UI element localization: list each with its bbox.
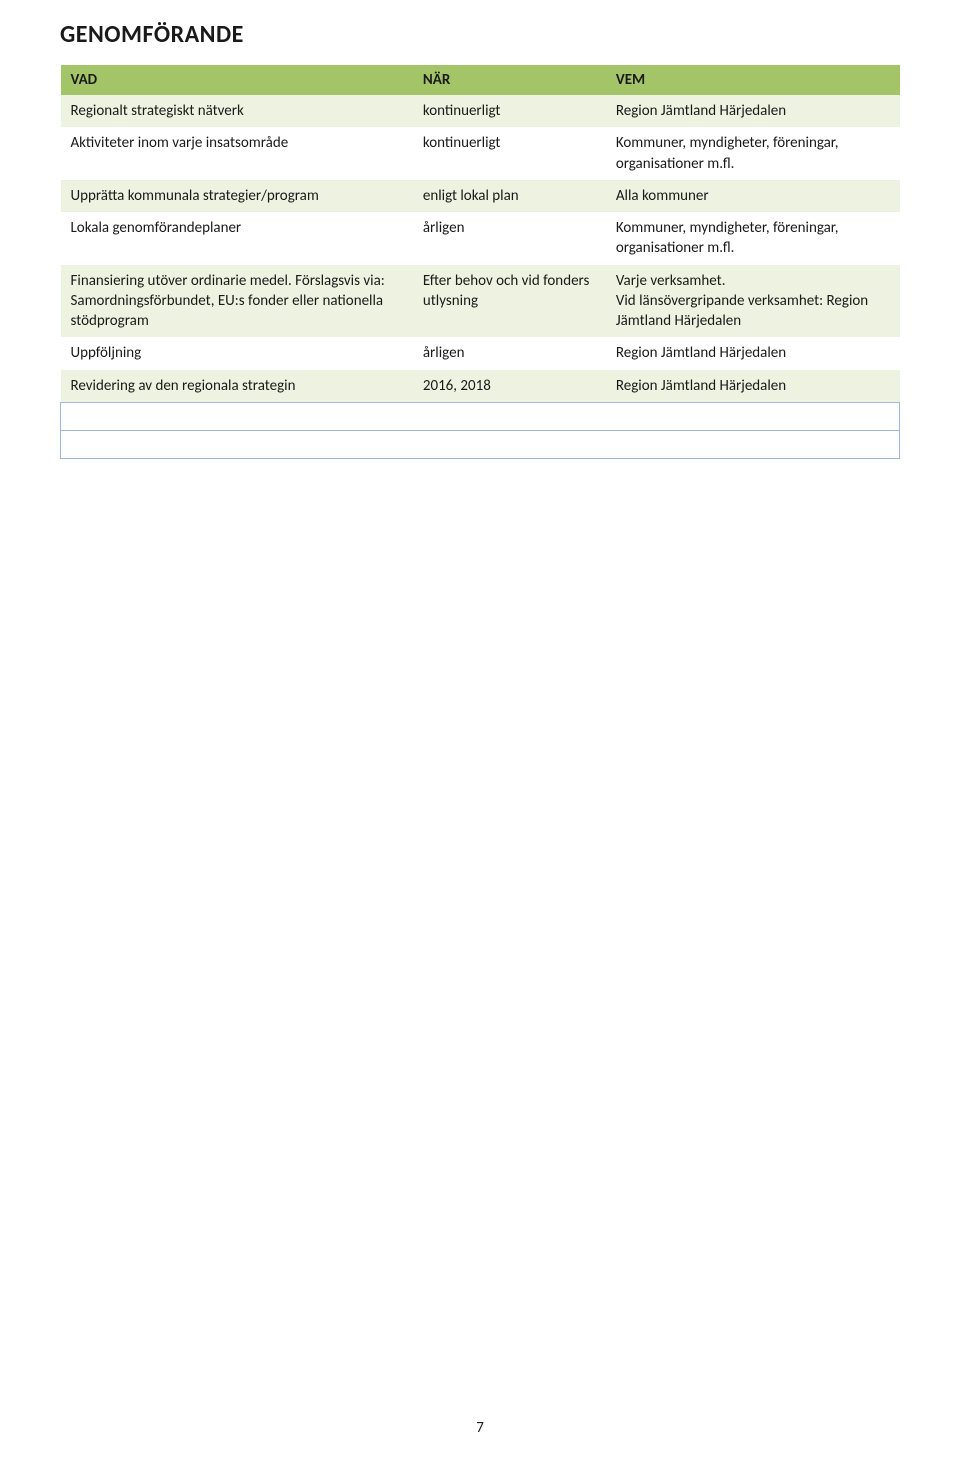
table-row: Upprätta kommunala strategier/programenl… bbox=[61, 180, 900, 212]
col-header-vem: VEM bbox=[606, 65, 900, 95]
empty-row bbox=[61, 402, 900, 430]
col-header-nar: NÄR bbox=[413, 65, 606, 95]
table-row: UppföljningårligenRegion Jämtland Härjed… bbox=[61, 337, 900, 369]
cell-vem: Region Jämtland Härjedalen bbox=[606, 95, 900, 127]
table-row: Regionalt strategiskt nätverkkontinuerli… bbox=[61, 95, 900, 127]
cell-nar: Efter behov och vid fonders utlysning bbox=[413, 265, 606, 338]
empty-row bbox=[61, 430, 900, 458]
page-title: GENOMFÖRANDE bbox=[60, 20, 900, 49]
table-row: Lokala genomförandeplanerårligenKommuner… bbox=[61, 212, 900, 265]
col-header-vad: VAD bbox=[61, 65, 413, 95]
cell-vem: Kommuner, myndigheter, föreningar, organ… bbox=[606, 212, 900, 265]
cell-vem: Region Jämtland Härjedalen bbox=[606, 337, 900, 369]
cell-vad: Lokala genomförandeplaner bbox=[61, 212, 413, 265]
cell-nar: årligen bbox=[413, 337, 606, 369]
table-header-row: VAD NÄR VEM bbox=[61, 65, 900, 95]
page-number: 7 bbox=[60, 1419, 900, 1437]
cell-vem: Varje verksamhet. Vid länsövergripande v… bbox=[606, 265, 900, 338]
table-row: Aktiviteter inom varje insatsområdekonti… bbox=[61, 127, 900, 180]
cell-vem: Alla kommuner bbox=[606, 180, 900, 212]
cell-vad: Aktiviteter inom varje insatsområde bbox=[61, 127, 413, 180]
cell-nar: årligen bbox=[413, 212, 606, 265]
cell-vad: Upprätta kommunala strategier/program bbox=[61, 180, 413, 212]
table-body: Regionalt strategiskt nätverkkontinuerli… bbox=[61, 95, 900, 458]
cell-vem: Region Jämtland Härjedalen bbox=[606, 370, 900, 403]
cell-vad: Finansiering utöver ordinarie medel. För… bbox=[61, 265, 413, 338]
cell-vad: Revidering av den regionala strategin bbox=[61, 370, 413, 403]
cell-nar: kontinuerligt bbox=[413, 95, 606, 127]
table-row: Revidering av den regionala strategin201… bbox=[61, 370, 900, 403]
cell-nar: 2016, 2018 bbox=[413, 370, 606, 403]
table-row: Finansiering utöver ordinarie medel. För… bbox=[61, 265, 900, 338]
cell-vem: Kommuner, myndigheter, föreningar, organ… bbox=[606, 127, 900, 180]
cell-nar: enligt lokal plan bbox=[413, 180, 606, 212]
cell-nar: kontinuerligt bbox=[413, 127, 606, 180]
genomforande-table: VAD NÄR VEM Regionalt strategiskt nätver… bbox=[60, 65, 900, 459]
cell-vad: Uppföljning bbox=[61, 337, 413, 369]
cell-vad: Regionalt strategiskt nätverk bbox=[61, 95, 413, 127]
